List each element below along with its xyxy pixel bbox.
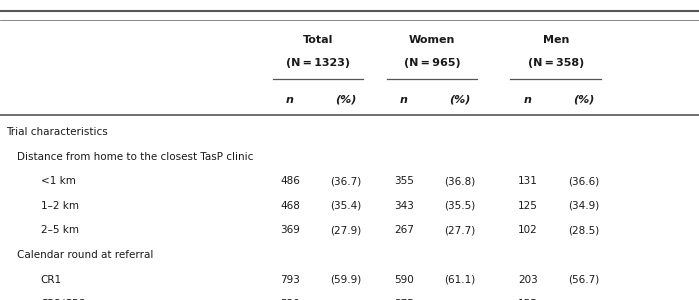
Text: Men: Men [542,34,569,45]
Text: Calendar round at referral: Calendar round at referral [17,250,154,260]
Text: Trial characteristics: Trial characteristics [6,127,108,137]
Text: (N = 965): (N = 965) [403,58,461,68]
Text: 203: 203 [518,274,538,285]
Text: Distance from home to the closest TasP clinic: Distance from home to the closest TasP c… [17,152,254,162]
Text: (34.9): (34.9) [568,201,599,211]
Text: <1 km: <1 km [41,176,75,186]
Text: n: n [400,94,408,105]
Text: (28.5): (28.5) [568,225,599,236]
Text: 2–5 km: 2–5 km [41,225,78,236]
Text: (56.7): (56.7) [568,274,599,285]
Text: (35.5): (35.5) [445,201,475,211]
Text: (%): (%) [449,94,470,105]
Text: CR2/CR3: CR2/CR3 [41,299,86,300]
Text: 590: 590 [394,274,414,285]
Text: (27.7): (27.7) [445,225,475,236]
Text: 131: 131 [518,176,538,186]
Text: 486: 486 [280,176,300,186]
Text: (%): (%) [336,94,356,105]
Text: 267: 267 [394,225,414,236]
Text: 355: 355 [394,176,414,186]
Text: (43.3): (43.3) [568,299,599,300]
Text: 375: 375 [394,299,414,300]
Text: 369: 369 [280,225,300,236]
Text: (38.9): (38.9) [445,299,475,300]
Text: 125: 125 [518,201,538,211]
Text: (36.6): (36.6) [568,176,599,186]
Text: (N = 1323): (N = 1323) [286,58,350,68]
Text: n: n [524,94,532,105]
Text: 343: 343 [394,201,414,211]
Text: (61.1): (61.1) [445,274,475,285]
Text: (40.1): (40.1) [331,299,361,300]
Text: 468: 468 [280,201,300,211]
Text: 793: 793 [280,274,300,285]
Text: (36.7): (36.7) [331,176,361,186]
Text: (59.9): (59.9) [331,274,361,285]
Text: (27.9): (27.9) [331,225,361,236]
Text: n: n [286,94,294,105]
Text: Total: Total [303,34,333,45]
Text: (35.4): (35.4) [331,201,361,211]
Text: Women: Women [409,34,455,45]
Text: (N = 358): (N = 358) [528,58,584,68]
Text: 530: 530 [280,299,300,300]
Text: (%): (%) [573,94,594,105]
Text: CR1: CR1 [41,274,62,285]
Text: 102: 102 [518,225,538,236]
Text: 155: 155 [518,299,538,300]
Text: 1–2 km: 1–2 km [41,201,78,211]
Text: (36.8): (36.8) [445,176,475,186]
